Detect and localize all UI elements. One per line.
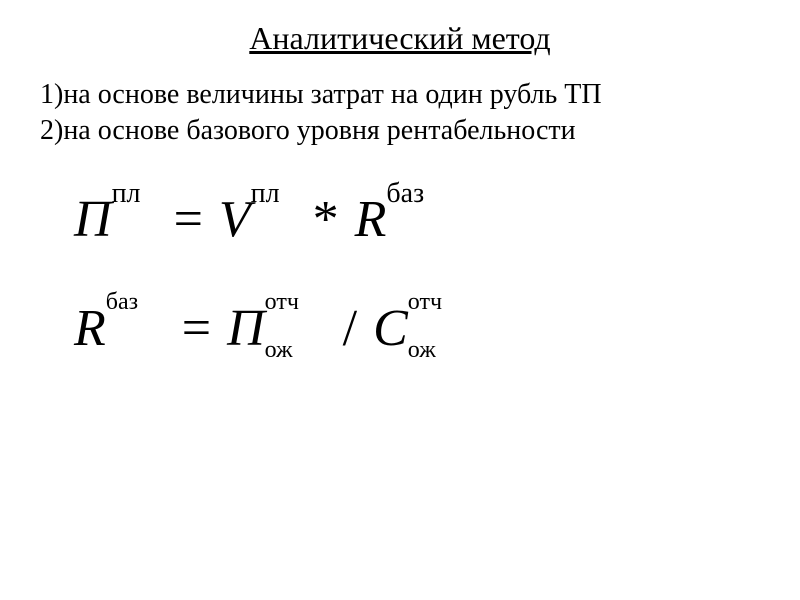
f1-rhs2-sup: баз (386, 178, 424, 210)
method-list: 1)на основе величины затрат на один рубл… (40, 77, 760, 150)
f2-div: / (343, 299, 357, 358)
f1-eq: = (174, 190, 203, 249)
f1-rhs1-base: V (219, 191, 251, 248)
f2-rhs2-sup: отч (408, 289, 442, 316)
page-title: Аналитический метод (40, 20, 760, 57)
f2-rhs2-base: С (373, 300, 408, 357)
formula-1: П пл = V пл * R баз (70, 190, 760, 249)
f1-rhs2-base: R (355, 191, 387, 248)
f2-rhs2: С отч ож (373, 299, 408, 358)
f2-rhs1-sup: отч (265, 289, 299, 316)
f2-eq: = (182, 299, 211, 358)
f1-rhs1: V пл (219, 190, 251, 249)
f2-lhs: R баз (74, 299, 106, 358)
f2-rhs2-sub: ож (408, 337, 436, 364)
formula-2: R баз = П отч ож / С отч ож (70, 299, 760, 358)
list-item-2: 2)на основе базового уровня рентабельнос… (40, 113, 760, 149)
f1-rhs1-sup: пл (251, 178, 280, 210)
f1-lhs-base: П (74, 191, 112, 248)
f1-mul: * (313, 190, 339, 249)
list-item-1: 1)на основе величины затрат на один рубл… (40, 77, 760, 113)
f2-lhs-sup: баз (106, 289, 138, 316)
f2-lhs-base: R (74, 300, 106, 357)
f1-rhs2: R баз (355, 190, 387, 249)
f2-rhs1: П отч ож (227, 299, 265, 358)
f1-lhs-sup: пл (112, 178, 141, 210)
f1-lhs: П пл (74, 190, 112, 249)
f2-rhs1-base: П (227, 300, 265, 357)
f2-rhs1-sub: ож (265, 337, 293, 364)
